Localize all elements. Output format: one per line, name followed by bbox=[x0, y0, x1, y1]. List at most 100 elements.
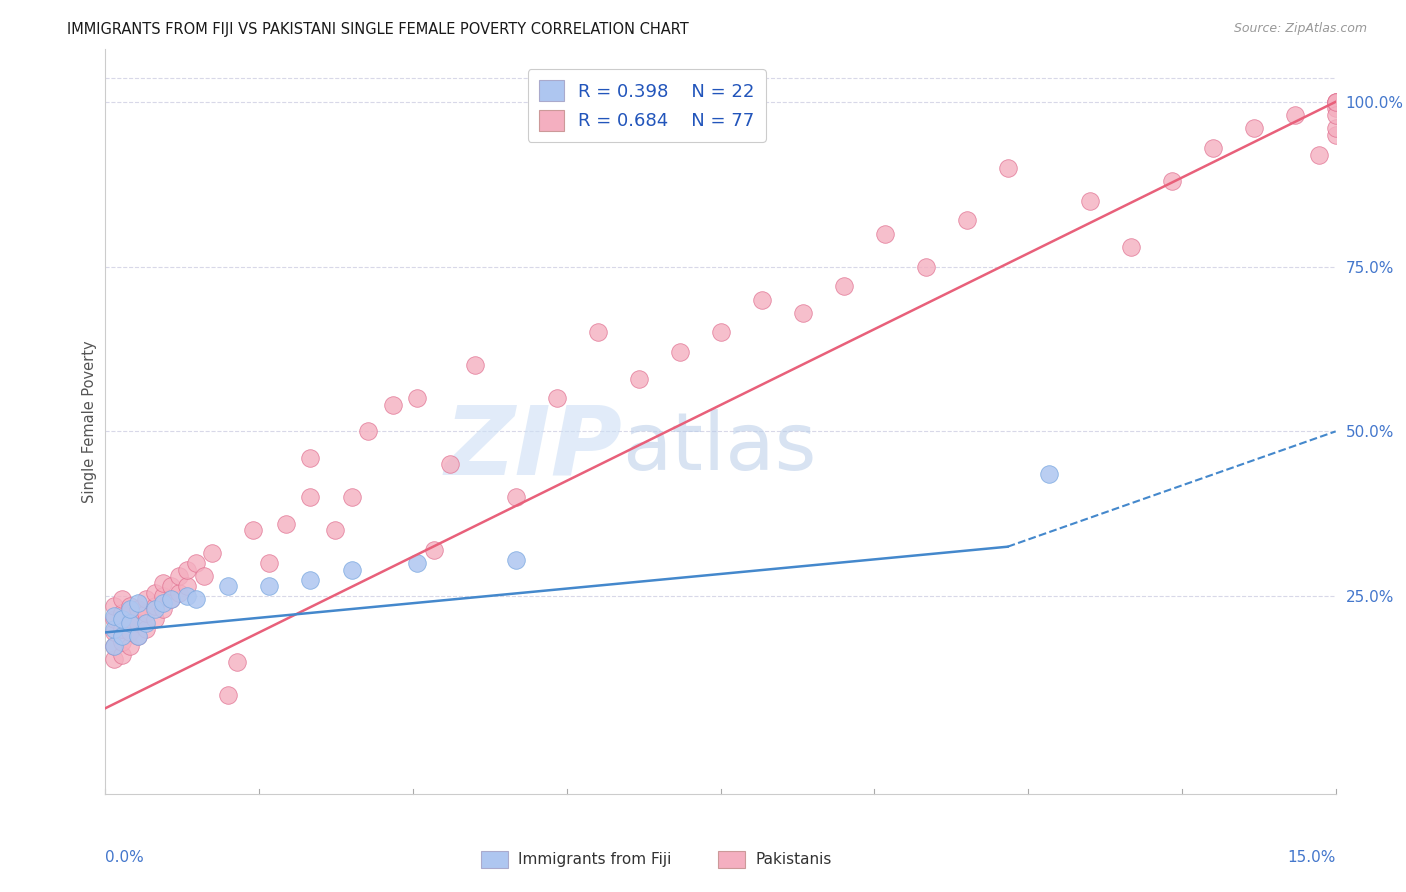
Text: Immigrants from Fiji: Immigrants from Fiji bbox=[517, 852, 671, 867]
Point bbox=[751, 293, 773, 307]
Point bbox=[120, 639, 141, 653]
Point bbox=[120, 615, 141, 630]
Point bbox=[169, 569, 191, 583]
Text: Pakistanis: Pakistanis bbox=[755, 852, 831, 867]
Point bbox=[997, 161, 1019, 175]
Point bbox=[103, 639, 125, 653]
Point bbox=[381, 398, 404, 412]
Point bbox=[586, 326, 609, 340]
Point bbox=[914, 260, 936, 274]
Point bbox=[340, 490, 363, 504]
Point bbox=[103, 599, 125, 613]
Text: 15.0%: 15.0% bbox=[1288, 850, 1336, 864]
Point bbox=[111, 635, 134, 649]
Point bbox=[143, 586, 166, 600]
Point bbox=[143, 599, 166, 613]
Point bbox=[1038, 467, 1060, 482]
Point bbox=[1078, 194, 1101, 208]
Point bbox=[956, 213, 979, 227]
Point bbox=[1284, 108, 1306, 122]
Point bbox=[357, 425, 380, 439]
Point bbox=[103, 612, 125, 626]
Point bbox=[299, 573, 322, 587]
Point bbox=[127, 629, 149, 643]
Point bbox=[103, 608, 125, 623]
Point bbox=[103, 652, 125, 666]
Point bbox=[218, 688, 240, 702]
Point bbox=[127, 602, 149, 616]
Point bbox=[152, 602, 174, 616]
Point bbox=[873, 227, 896, 241]
Point bbox=[135, 606, 157, 620]
Point bbox=[505, 553, 527, 567]
Point bbox=[259, 556, 281, 570]
Point bbox=[111, 612, 134, 626]
Point bbox=[1324, 108, 1347, 122]
Text: IMMIGRANTS FROM FIJI VS PAKISTANI SINGLE FEMALE POVERTY CORRELATION CHART: IMMIGRANTS FROM FIJI VS PAKISTANI SINGLE… bbox=[67, 22, 689, 37]
Point bbox=[111, 648, 134, 663]
Point bbox=[176, 563, 198, 577]
Point bbox=[169, 586, 191, 600]
Point bbox=[1308, 147, 1330, 161]
Point bbox=[627, 371, 650, 385]
Point bbox=[274, 516, 297, 531]
Point bbox=[120, 612, 141, 626]
Point bbox=[340, 563, 363, 577]
Point bbox=[1202, 141, 1225, 155]
Point bbox=[710, 326, 733, 340]
Point bbox=[160, 579, 183, 593]
Point bbox=[184, 592, 207, 607]
Point bbox=[1324, 102, 1347, 116]
Point bbox=[1324, 95, 1347, 109]
Point bbox=[103, 622, 125, 636]
Point bbox=[111, 606, 134, 620]
Point bbox=[143, 612, 166, 626]
Point bbox=[160, 592, 183, 607]
Text: 0.0%: 0.0% bbox=[105, 850, 145, 864]
Point bbox=[439, 458, 461, 472]
Point bbox=[111, 629, 134, 643]
Point bbox=[176, 589, 198, 603]
Point bbox=[323, 523, 346, 537]
Point bbox=[832, 279, 855, 293]
Point bbox=[184, 556, 207, 570]
Point bbox=[406, 392, 429, 406]
Point bbox=[111, 592, 134, 607]
Point bbox=[120, 625, 141, 640]
Text: ZIP: ZIP bbox=[444, 401, 621, 494]
Text: Source: ZipAtlas.com: Source: ZipAtlas.com bbox=[1233, 22, 1367, 36]
Point bbox=[152, 589, 174, 603]
Point bbox=[103, 639, 125, 653]
Point bbox=[127, 629, 149, 643]
Point bbox=[1119, 240, 1142, 254]
Y-axis label: Single Female Poverty: Single Female Poverty bbox=[82, 340, 97, 503]
Point bbox=[103, 625, 125, 640]
Point bbox=[127, 596, 149, 610]
Bar bbox=[718, 851, 745, 868]
Point bbox=[505, 490, 527, 504]
Point bbox=[225, 655, 247, 669]
Point bbox=[201, 546, 224, 560]
Point bbox=[135, 592, 157, 607]
Point bbox=[127, 615, 149, 630]
Point bbox=[406, 556, 429, 570]
Point bbox=[1324, 95, 1347, 109]
Point bbox=[1160, 174, 1182, 188]
Point bbox=[143, 602, 166, 616]
Point bbox=[120, 599, 141, 613]
Point bbox=[546, 392, 568, 406]
Point bbox=[422, 543, 444, 558]
Point bbox=[242, 523, 264, 537]
Point bbox=[152, 596, 174, 610]
Point bbox=[1324, 128, 1347, 142]
Point bbox=[152, 576, 174, 591]
Point bbox=[1324, 121, 1347, 136]
Point bbox=[160, 592, 183, 607]
Point bbox=[299, 450, 322, 465]
Point bbox=[176, 579, 198, 593]
Point bbox=[464, 359, 486, 373]
Point bbox=[1324, 95, 1347, 109]
Point bbox=[668, 345, 690, 359]
Point bbox=[135, 615, 157, 630]
Point bbox=[259, 579, 281, 593]
